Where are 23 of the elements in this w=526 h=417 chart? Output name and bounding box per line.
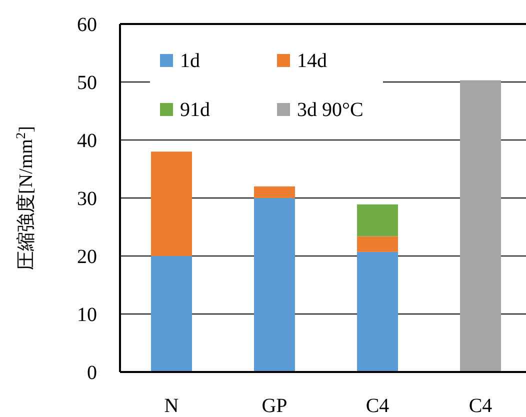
bar [254, 198, 295, 372]
x-tick-label: C4 [366, 395, 390, 417]
y-tick-label: 10 [77, 304, 97, 326]
bar [254, 186, 295, 198]
bar [151, 256, 192, 372]
y-tick-label: 30 [77, 188, 97, 210]
bar [151, 152, 192, 256]
x-tick-label: N [164, 395, 179, 417]
x-tick-label: C4 [468, 395, 492, 417]
y-tick-label: 0 [87, 362, 97, 384]
y-tick-label: 20 [77, 246, 97, 268]
y-tick-label: 50 [77, 72, 97, 94]
bar [357, 252, 398, 372]
bar [357, 204, 398, 236]
legend-label: 1d [180, 50, 200, 72]
legend-label: 14d [297, 50, 327, 72]
legend-label: 91d [180, 99, 210, 121]
bar [357, 236, 398, 252]
y-tick-label: 40 [77, 130, 97, 152]
y-tick-label: 60 [77, 14, 97, 36]
legend-label: 3d 90°C [297, 99, 364, 121]
x-tick-label: GP [262, 395, 288, 417]
bar [460, 80, 501, 372]
